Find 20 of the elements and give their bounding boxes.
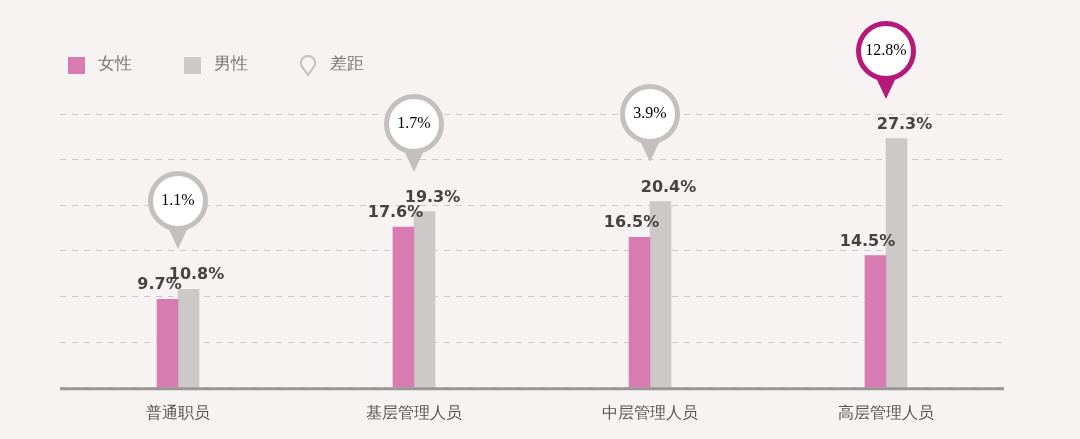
data-label: 20.4%: [640, 176, 697, 196]
legend-label: 差距: [330, 53, 364, 74]
text: 12.8%: [864, 40, 908, 59]
x-tick-label: 普通职员: [146, 402, 210, 422]
text: 3.9%: [632, 103, 668, 122]
annotation: 1.1%: [160, 191, 196, 210]
data-label: 16.5%: [603, 212, 660, 232]
bar: [177, 288, 200, 388]
bar: [156, 298, 179, 388]
bar: [392, 226, 415, 388]
x-tick-label: 中层管理人员: [602, 402, 698, 422]
legend-label: 女性: [98, 53, 132, 74]
bar: [628, 236, 651, 388]
bar: [864, 255, 887, 388]
x-tick-label: 基层管理人员: [366, 402, 462, 422]
data-label: 14.5%: [839, 230, 896, 250]
legend-label: 男性: [214, 53, 248, 74]
text: 1.7%: [396, 113, 432, 132]
data-label: 27.3%: [876, 113, 933, 133]
x-tick-label: 高层管理人员: [838, 402, 934, 422]
